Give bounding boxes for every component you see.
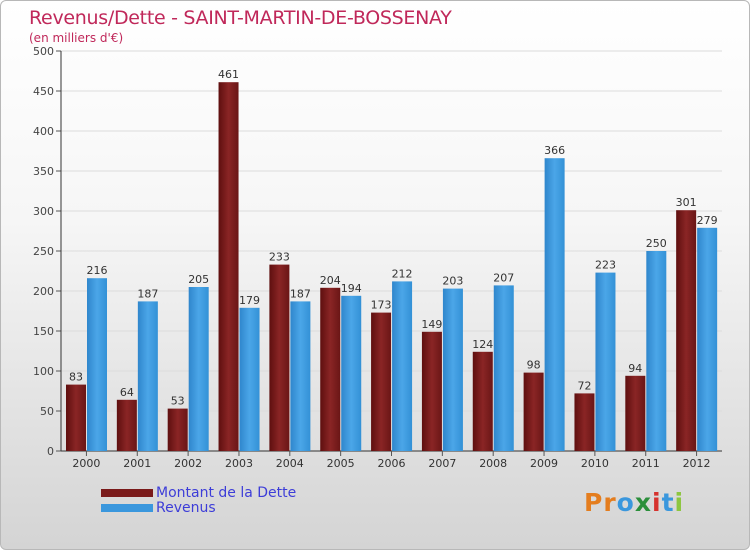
bar-revenus: [341, 295, 362, 451]
bar-dette: [523, 372, 544, 451]
x-tick-label: 2003: [225, 457, 253, 470]
x-tick-label: 2011: [632, 457, 660, 470]
logo-letter: P: [584, 488, 604, 517]
y-tick-label: 250: [33, 245, 54, 258]
x-tick-label: 2009: [530, 457, 558, 470]
y-tick-label: 200: [33, 285, 54, 298]
bar-dette: [320, 287, 341, 451]
bar-revenus: [697, 227, 718, 451]
bar-revenus: [188, 287, 209, 451]
data-label: 204: [320, 274, 341, 287]
data-label: 366: [544, 144, 565, 157]
bar-dette: [574, 393, 595, 451]
bar-revenus: [544, 158, 565, 451]
data-label: 216: [87, 264, 108, 277]
data-label: 173: [371, 299, 392, 312]
logo-letter: t: [661, 488, 675, 517]
y-tick-label: 50: [40, 405, 54, 418]
x-tick-label: 2010: [581, 457, 609, 470]
data-label: 212: [392, 267, 413, 280]
bar-dette: [167, 408, 188, 451]
data-label: 64: [120, 386, 134, 399]
x-tick-label: 2006: [378, 457, 406, 470]
x-tick-label: 2005: [327, 457, 355, 470]
y-tick-label: 400: [33, 125, 54, 138]
y-tick-label: 100: [33, 365, 54, 378]
bar-revenus: [595, 272, 616, 451]
legend-label-revenus: Revenus: [156, 500, 216, 516]
logo-letter: i: [652, 488, 662, 517]
x-tick-label: 2001: [123, 457, 151, 470]
data-label: 207: [493, 271, 514, 284]
chart-subtitle: (en milliers d'€): [29, 31, 124, 45]
x-tick-label: 2004: [276, 457, 304, 470]
data-label: 83: [69, 371, 83, 384]
data-label: 461: [218, 68, 239, 81]
y-tick-label: 0: [47, 445, 54, 458]
data-label: 203: [442, 275, 463, 288]
bar-dette: [676, 210, 697, 451]
bar-revenus: [442, 288, 463, 451]
bar-dette: [66, 384, 86, 451]
data-label: 98: [527, 359, 541, 372]
logo-letter: o: [616, 488, 635, 517]
data-label: 233: [269, 251, 290, 264]
bar-revenus: [290, 301, 311, 451]
y-tick-label: 350: [33, 165, 54, 178]
x-tick-label: 2000: [72, 457, 100, 470]
data-label: 194: [341, 282, 362, 295]
bar-revenus: [646, 251, 667, 451]
y-tick-label: 500: [33, 45, 54, 58]
chart-title: Revenus/Dette - SAINT-MARTIN-DE-BOSSENAY: [29, 7, 452, 29]
x-tick-label: 2008: [479, 457, 507, 470]
bar-dette: [269, 264, 290, 451]
data-label: 149: [421, 318, 442, 331]
bar-revenus: [392, 281, 413, 451]
data-label: 187: [137, 287, 158, 300]
data-label: 250: [646, 237, 667, 250]
bar-revenus: [239, 307, 260, 451]
bar-dette: [218, 82, 239, 451]
bar-dette: [371, 312, 392, 451]
bar-dette: [472, 351, 493, 451]
data-label: 124: [472, 338, 493, 351]
data-label: 223: [595, 259, 616, 272]
x-tick-label: 2002: [174, 457, 202, 470]
x-tick-label: 2012: [683, 457, 711, 470]
logo-letter: i: [674, 488, 685, 517]
data-label: 53: [171, 395, 185, 408]
data-label: 205: [188, 273, 209, 286]
bar-revenus: [137, 301, 158, 451]
logo-letter: r: [603, 488, 617, 517]
data-label: 187: [290, 287, 311, 300]
bar-dette: [116, 399, 137, 451]
x-tick-label: 2007: [428, 457, 456, 470]
legend-label-dette: Montant de la Dette: [156, 485, 297, 501]
logo-letter: x: [634, 488, 652, 517]
data-label: 301: [676, 196, 697, 209]
proxiti-logo: Proxiti: [584, 488, 684, 517]
data-label: 279: [697, 214, 718, 227]
bar-dette: [625, 375, 646, 451]
y-tick-label: 300: [33, 205, 54, 218]
data-label: 94: [628, 362, 642, 375]
y-tick-label: 450: [33, 85, 54, 98]
legend-swatch-dette: [101, 489, 153, 497]
data-label: 72: [577, 379, 591, 392]
bar-dette: [421, 331, 442, 451]
bar-revenus: [493, 285, 514, 451]
data-label: 179: [239, 294, 260, 307]
legend-swatch-revenus: [101, 504, 153, 512]
bar-revenus: [87, 278, 107, 451]
y-tick-label: 150: [33, 325, 54, 338]
